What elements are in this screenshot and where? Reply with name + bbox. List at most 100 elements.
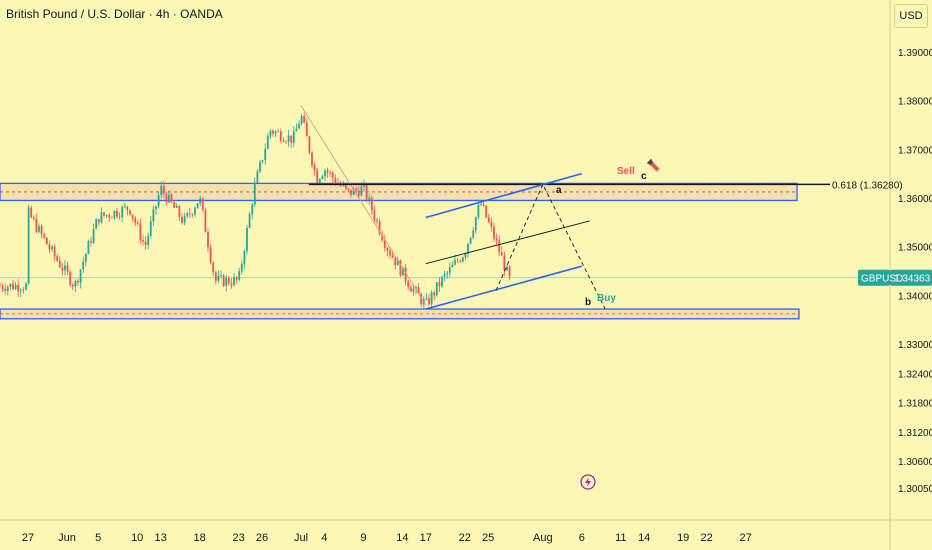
candle-body (56, 256, 59, 261)
candle-body (451, 264, 454, 268)
candle-body (196, 203, 199, 209)
candle-body (123, 206, 126, 208)
candle-body (443, 274, 446, 277)
candle-body (402, 267, 404, 276)
candle-body (170, 194, 173, 203)
candle-body (474, 217, 477, 231)
candle-body (82, 261, 85, 270)
candle-body (495, 238, 498, 241)
symbol-tag (858, 269, 890, 286)
candle-body (194, 208, 196, 215)
candle-body (45, 237, 48, 245)
candle-body (282, 140, 285, 142)
x-tick-label: 14 (396, 532, 408, 544)
candle-body (454, 260, 456, 265)
candle-body (69, 272, 72, 285)
x-tick-label: Jun (58, 532, 76, 544)
candle-body (212, 262, 215, 273)
candle-body (199, 198, 202, 204)
candle-body (201, 198, 204, 210)
candle-body (157, 195, 160, 207)
wave-c-label: c (641, 171, 647, 182)
candle-body (256, 171, 259, 183)
x-tick-label: 22 (700, 532, 712, 544)
candle-body (448, 267, 451, 273)
candle-body (316, 169, 319, 183)
candle-body (53, 246, 56, 257)
candle-body (331, 172, 334, 178)
candle-body (342, 184, 345, 186)
x-tick-label: 26 (256, 532, 268, 544)
x-tick-label: 19 (677, 532, 689, 544)
candle-body (313, 165, 316, 170)
candle-body (225, 277, 228, 287)
candle-body (248, 214, 251, 228)
x-tick-label: 10 (131, 532, 143, 544)
candle-body (285, 141, 287, 143)
candle-body (19, 290, 22, 292)
candle-body (274, 131, 277, 134)
candle-body (425, 298, 428, 300)
candle-body (100, 212, 103, 223)
candle-body (430, 292, 433, 305)
x-tick-label: 27 (22, 532, 34, 544)
candle-body (277, 131, 280, 133)
candle-body (95, 219, 98, 229)
candles-layer (0, 112, 511, 309)
x-tick-label: 18 (193, 532, 205, 544)
candle-body (446, 272, 449, 275)
candle-body (355, 188, 358, 191)
candle-body (71, 284, 74, 287)
candle-body (168, 194, 170, 203)
candle-body (347, 188, 350, 190)
candle-body (253, 182, 256, 205)
candle-body (409, 287, 412, 292)
candle-body (438, 282, 441, 287)
candle-body (350, 189, 352, 195)
chart-title: British Pound / U.S. Dollar · 4h · OANDA (6, 7, 223, 21)
candle-body (279, 131, 282, 141)
currency-button[interactable]: USD (894, 4, 928, 28)
lightning-icon[interactable] (580, 474, 596, 490)
candle-body (32, 217, 35, 219)
fib-level-label: 0.618 (1.36280) (832, 180, 903, 191)
x-tick-label: 14 (638, 532, 650, 544)
candle-body (357, 190, 360, 196)
candle-body (149, 221, 152, 236)
candle-body (113, 210, 116, 218)
candle-body (84, 254, 87, 262)
y-tick-label: 1.30050 (898, 484, 932, 495)
y-tick-label: 1.31800 (898, 399, 932, 410)
candle-body (27, 207, 30, 284)
candle-body (469, 237, 472, 244)
candle-body (181, 217, 183, 223)
candle-body (220, 275, 222, 276)
candle-body (222, 275, 225, 287)
wave-a-label: a (556, 185, 562, 196)
candle-body (131, 214, 134, 219)
candle-body (235, 277, 238, 280)
candle-body (40, 226, 43, 234)
y-tick-label: 1.39000 (898, 48, 932, 59)
candle-body (352, 188, 355, 195)
candle-body (204, 209, 207, 233)
candle-body (217, 275, 220, 281)
candle-body (272, 130, 274, 134)
x-tick-label: Jul (294, 532, 308, 544)
candle-body (376, 219, 378, 222)
candle-body (25, 283, 27, 290)
candle-body (415, 287, 417, 289)
candle-body (209, 247, 212, 263)
candle-body (472, 230, 475, 238)
candle-body (87, 241, 90, 255)
x-tick-label: 27 (739, 532, 751, 544)
candle-body (129, 210, 131, 215)
projection-path (495, 183, 606, 310)
candle-body (58, 260, 61, 268)
candle-body (238, 271, 241, 280)
candle-body (417, 287, 420, 295)
candle-body (183, 216, 186, 223)
candle-body (227, 277, 230, 284)
